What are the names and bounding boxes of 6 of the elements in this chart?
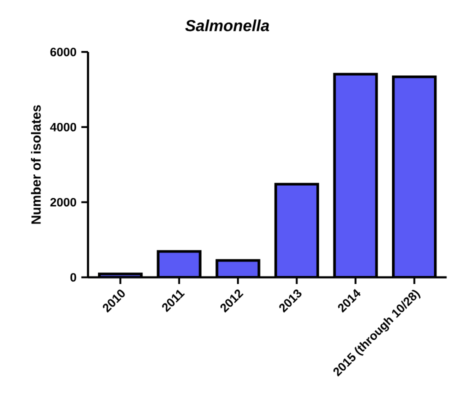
y-tick-label: 4000 (50, 122, 76, 132)
y-tick-label: 2000 (50, 198, 76, 206)
y-axis-title: Number of isolates (30, 105, 41, 224)
chart-title: Salmonella (185, 20, 270, 32)
y-tick-label: 0 (70, 273, 76, 282)
y-tick-label: 6000 (50, 48, 76, 56)
